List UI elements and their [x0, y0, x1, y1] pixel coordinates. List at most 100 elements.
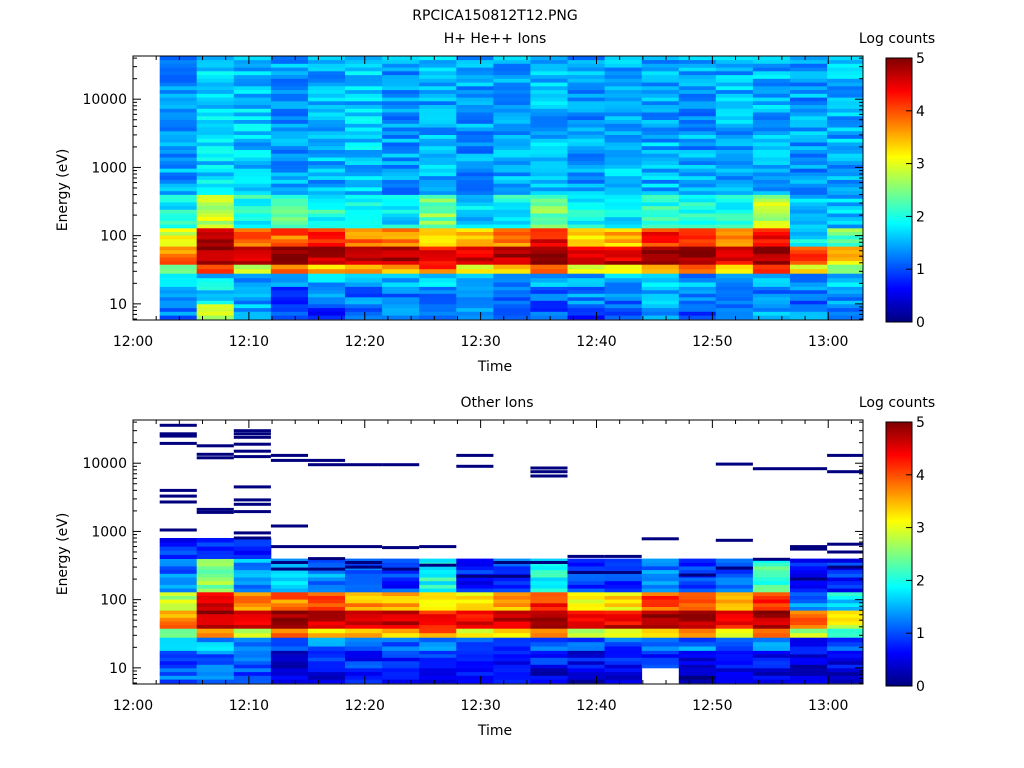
count-streak: [270, 545, 308, 549]
heatmap-cell: [308, 134, 346, 139]
heatmap-cell: [382, 213, 420, 218]
heatmap-cell: [752, 632, 791, 638]
heatmap-cell: [270, 591, 309, 596]
heatmap-cell: [345, 653, 383, 658]
heatmap-cell: [752, 100, 791, 105]
count-streak: [567, 554, 605, 558]
heatmap-cell: [493, 595, 531, 600]
heatmap-cell: [641, 637, 680, 643]
heatmap-cell: [308, 71, 346, 76]
heatmap-cell: [827, 93, 863, 98]
count-streak: [493, 561, 531, 564]
heatmap-cell: [419, 86, 457, 91]
heatmap-cell: [308, 108, 346, 113]
heatmap-cell: [790, 209, 828, 214]
heatmap-cell: [419, 224, 457, 229]
heatmap-cell: [493, 78, 531, 83]
heatmap-cell: [641, 617, 680, 622]
heatmap-cells: [159, 56, 863, 320]
heatmap-cell: [827, 209, 863, 214]
heatmap-cell: [159, 562, 198, 567]
heatmap-cell: [567, 273, 605, 279]
heatmap-cell: [159, 546, 198, 551]
heatmap-cell: [382, 86, 420, 91]
heatmap-cell: [308, 130, 346, 135]
heatmap-cell: [382, 209, 420, 214]
heatmap-cell: [270, 606, 309, 611]
heatmap-cell: [270, 664, 309, 669]
heatmap-cell: [678, 205, 717, 210]
heatmap-cell: [530, 145, 568, 150]
heatmap-cell: [567, 249, 605, 254]
heatmap-cell: [530, 149, 568, 154]
heatmap-cell: [752, 127, 791, 132]
heatmap-cell: [604, 628, 643, 634]
heatmap-cell: [456, 168, 494, 173]
heatmap-cell: [308, 179, 346, 184]
heatmap-cell: [641, 86, 680, 91]
heatmap-cell: [641, 602, 680, 607]
heatmap-cell: [270, 145, 309, 150]
heatmap-cell: [752, 569, 791, 574]
heatmap-cell: [419, 289, 457, 294]
heatmap-cell: [196, 160, 235, 165]
heatmap-cell: [530, 179, 568, 184]
heatmap-cell: [530, 168, 568, 173]
heatmap-cell: [493, 97, 531, 102]
heatmap-cell: [308, 282, 346, 287]
heatmap-cell: [382, 621, 420, 626]
heatmap-cell: [233, 286, 272, 291]
heatmap-cell: [233, 205, 272, 210]
heatmap-cell: [196, 653, 235, 658]
count-streak: [308, 545, 346, 549]
heatmap-cell: [567, 602, 605, 607]
heatmap-cell: [196, 606, 235, 611]
heatmap-cell: [827, 71, 863, 76]
heatmap-cell: [345, 273, 383, 279]
heatmap-cell: [715, 67, 754, 72]
heatmap-cell: [270, 282, 309, 287]
heatmap-cell: [382, 253, 420, 258]
heatmap-cell: [827, 558, 863, 563]
heatmap-cell: [345, 93, 383, 98]
heatmap-cell: [567, 93, 605, 98]
heatmap-cell: [567, 71, 605, 76]
heatmap-cell: [715, 260, 754, 265]
count-streak: [790, 467, 828, 471]
panel-h-he-ions: H+ He++ Ions Log counts Energy (eV) Time…: [55, 31, 935, 375]
heatmap-cell: [308, 190, 346, 195]
heatmap-cell: [604, 311, 643, 316]
heatmap-cell: [419, 104, 457, 109]
heatmap-cell: [419, 584, 457, 589]
heatmap-cell: [567, 257, 605, 262]
heatmap-cell: [752, 246, 791, 251]
heatmap-cell: [159, 220, 198, 225]
heatmap-cell: [456, 134, 494, 139]
heatmap-cell: [530, 190, 568, 195]
heatmap-cell: [345, 257, 383, 262]
heatmap-cell: [308, 621, 346, 626]
heatmap-cell: [382, 667, 420, 673]
heatmap-cell: [641, 293, 680, 298]
heatmap-cell: [604, 268, 643, 274]
heatmap-cell: [456, 260, 494, 265]
heatmap-cell: [641, 273, 680, 279]
heatmap-cell: [419, 235, 457, 240]
heatmap-cell: [233, 293, 272, 298]
heatmap-cell: [567, 591, 605, 596]
heatmap-cell: [345, 183, 383, 188]
heatmap-cell: [678, 56, 717, 61]
heatmap-cell: [530, 679, 568, 684]
heatmap-cell: [233, 172, 272, 177]
heatmap-cell: [752, 216, 791, 221]
heatmap-cell: [790, 138, 828, 143]
heatmap-cell: [715, 74, 754, 79]
heatmap-cell: [382, 63, 420, 68]
heatmap-cell: [752, 172, 791, 177]
heatmap-cell: [641, 242, 680, 247]
heatmap-cell: [530, 624, 568, 629]
heatmap-cell: [567, 632, 605, 638]
heatmap-cell: [382, 588, 420, 593]
heatmap-cell: [308, 253, 346, 258]
heatmap-cell: [530, 115, 568, 120]
